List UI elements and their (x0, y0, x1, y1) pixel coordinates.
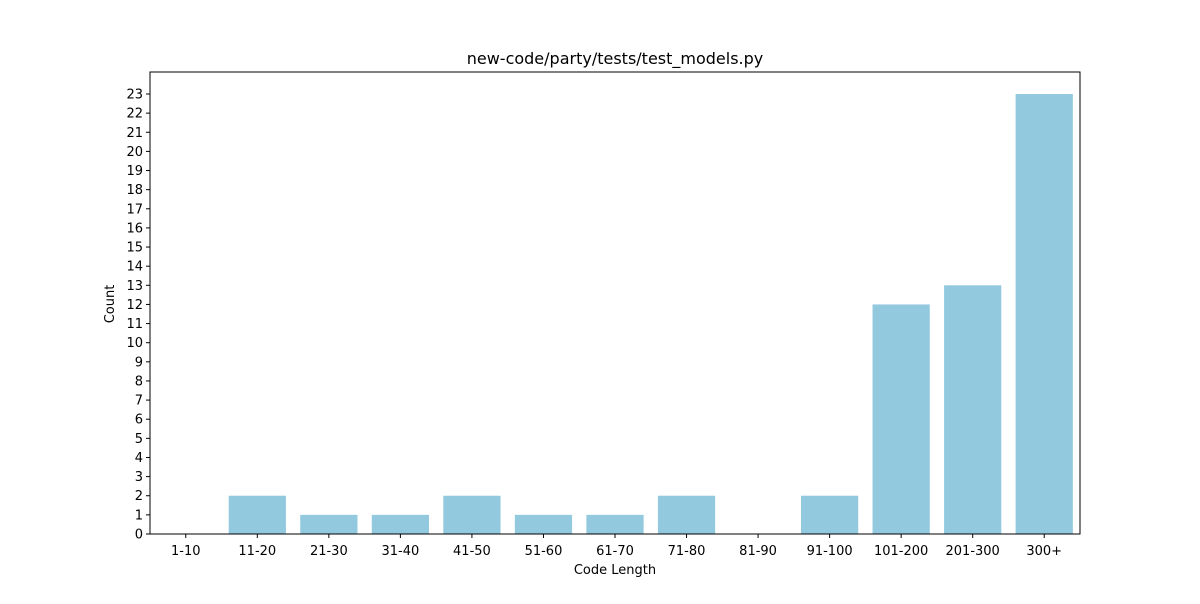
x-tick-label: 31-40 (381, 544, 419, 559)
x-tick-label: 41-50 (453, 544, 491, 559)
y-tick-label: 6 (135, 413, 143, 428)
y-tick-label: 11 (126, 317, 143, 332)
bar-71-80 (657, 495, 716, 534)
y-tick-label: 21 (126, 126, 143, 141)
y-tick-label: 14 (126, 260, 143, 275)
y-tick-label: 9 (135, 355, 143, 370)
chart-title: new-code/party/tests/test_models.py (467, 49, 764, 69)
y-tick-label: 8 (135, 374, 143, 389)
y-tick-label: 12 (126, 298, 143, 313)
x-tick-label: 81-90 (739, 544, 777, 559)
bar-61-70 (586, 514, 644, 534)
y-tick-label: 3 (135, 470, 143, 485)
y-tick-label: 23 (126, 88, 143, 103)
x-tick-label: 71-80 (668, 544, 706, 559)
y-axis-title: Count (103, 285, 118, 324)
x-tick-label: 201-300 (946, 544, 1000, 559)
bar-201-300 (944, 285, 1002, 534)
x-tick-label: 91-100 (807, 544, 853, 559)
bar-41-50 (443, 495, 501, 534)
y-tick-label: 20 (126, 145, 143, 160)
y-tick-label: 17 (126, 202, 143, 217)
x-tick-label: 21-30 (310, 544, 348, 559)
bars-group (228, 94, 1073, 534)
y-tick-label: 19 (126, 164, 143, 179)
bar-31-40 (371, 514, 429, 534)
x-tick-label: 300+ (1026, 544, 1062, 559)
bar-300+ (1015, 94, 1073, 534)
bar-21-30 (300, 514, 358, 534)
y-tick-label: 4 (135, 451, 143, 466)
y-tick-label: 0 (135, 528, 143, 543)
x-axis-title: Code Length (574, 563, 656, 578)
bar-11-20 (228, 495, 286, 534)
bar-101-200 (872, 304, 930, 534)
bar-91-100 (801, 495, 859, 534)
y-tick-label: 5 (135, 432, 143, 447)
x-tick-label: 61-70 (596, 544, 634, 559)
x-tick-label: 1-10 (171, 544, 201, 559)
bar-51-60 (514, 514, 573, 534)
x-axis: 1-10 11-20 21-30 31-40 41-50 51-60 61-70 71-80 8… (171, 534, 1062, 559)
y-tick-label: 15 (126, 241, 143, 256)
y-tick-label: 10 (126, 336, 143, 351)
y-tick-label: 2 (135, 489, 143, 504)
y-tick-label: 7 (135, 394, 143, 409)
y-tick-label: 13 (126, 279, 143, 294)
plot-frame (149, 71, 1081, 535)
x-tick-label: 11-20 (238, 544, 276, 559)
x-tick-label: 101-200 (874, 544, 928, 559)
y-tick-label: 1 (135, 508, 143, 523)
y-tick-label: 22 (126, 107, 143, 122)
y-tick-label: 18 (126, 183, 143, 198)
x-tick-label: 51-60 (525, 544, 563, 559)
y-tick-label: 16 (126, 221, 143, 236)
